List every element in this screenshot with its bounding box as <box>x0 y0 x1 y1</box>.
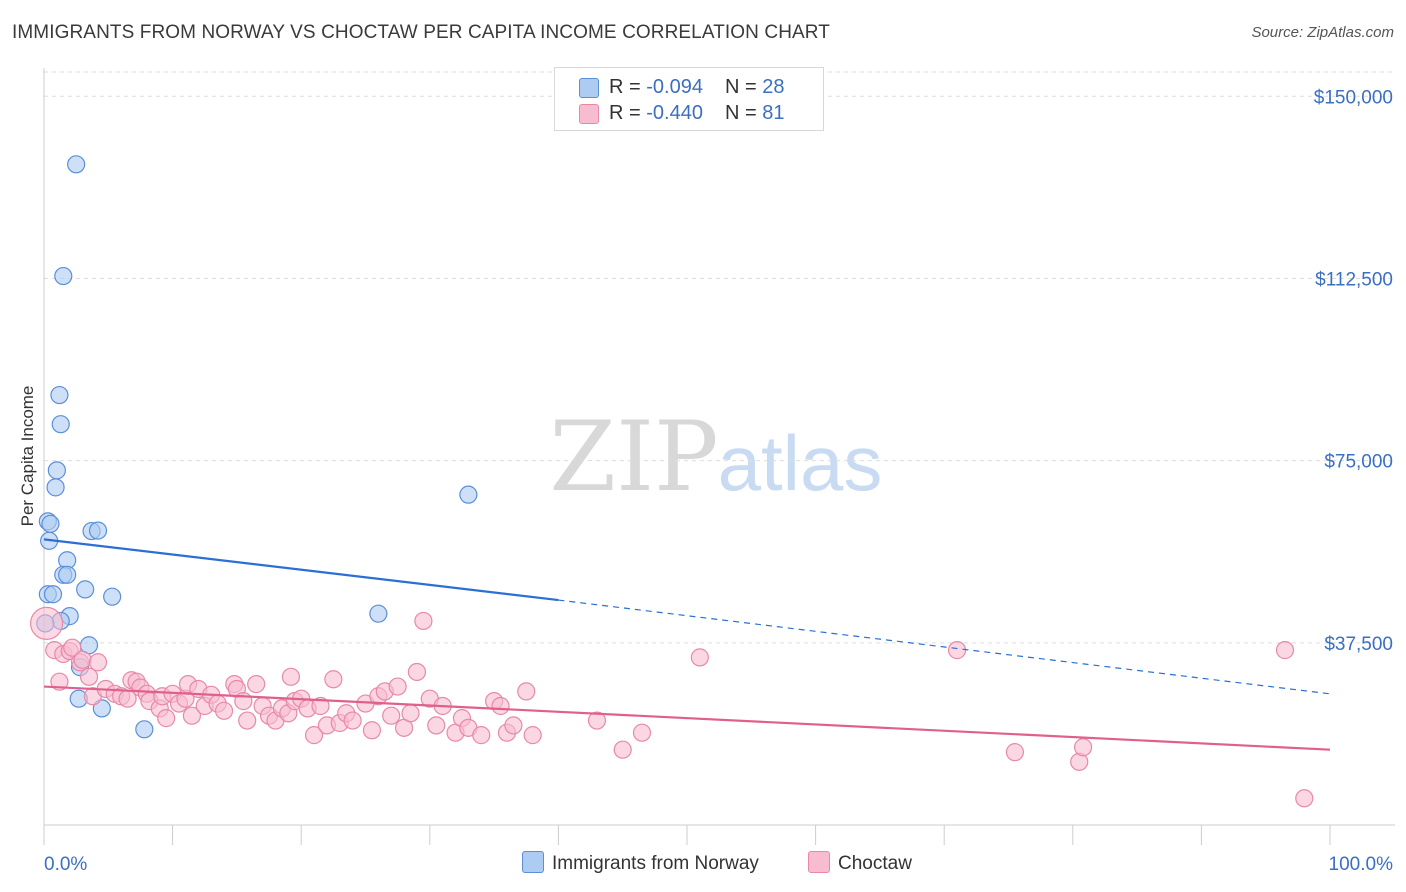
choctaw-point-86 <box>1295 789 1314 808</box>
watermark: ZIP atlas <box>549 401 882 513</box>
norway-point-7 <box>41 514 60 533</box>
bottom-legend-swatch-norway <box>522 851 544 873</box>
choctaw-point-82 <box>1005 743 1025 762</box>
choctaw-point-62 <box>407 662 427 682</box>
watermark-atlas: atlas <box>718 419 883 507</box>
trend-lines <box>43 538 1331 751</box>
norway-point-15 <box>43 585 63 604</box>
correlation-legend: R = -0.094 N = 28 R = -0.440 N = 81 <box>554 67 824 131</box>
norway-trend-extension <box>558 599 1331 695</box>
legend-n-value-choctaw: 81 <box>762 102 785 124</box>
norway-point-16 <box>76 580 95 599</box>
choctaw-point-61 <box>401 704 420 723</box>
choctaw-point-85 <box>1275 641 1295 660</box>
x-tick-label-0: 0.0% <box>44 854 87 875</box>
bottom-legend-label-choctaw: Choctaw <box>838 853 912 874</box>
norway-point-0 <box>67 155 86 174</box>
tick-labels: $37,500 $75,000 $112,500 $150,000 0.0% 100.0% <box>44 87 1393 875</box>
legend-n-label-norway: N = <box>724 76 763 98</box>
choctaw-point-71 <box>491 696 510 716</box>
norway-point-5 <box>46 478 65 497</box>
axes <box>43 68 1395 845</box>
legend-n-value-norway: 28 <box>762 76 785 98</box>
choctaw-point-32 <box>214 701 234 720</box>
choctaw-point-81 <box>947 641 967 660</box>
norway-point-25 <box>459 485 478 504</box>
choctaw-point-84 <box>1073 738 1093 757</box>
choctaw-point-45 <box>281 667 301 686</box>
choctaw-point-77 <box>587 711 607 730</box>
choctaw-point-6 <box>73 650 92 669</box>
legend-swatch-choctaw <box>579 104 599 124</box>
choctaw-point-76 <box>414 611 433 631</box>
choctaw-point-53 <box>343 711 362 730</box>
y-tick-label-0: $37,500 <box>1324 634 1393 655</box>
legend-text-choctaw: R = -0.440 N = 81 <box>609 102 784 125</box>
choctaw-point-36 <box>238 711 257 730</box>
source-label: Source: ZipAtlas.com <box>1251 24 1394 41</box>
norway-trend-line <box>43 538 559 602</box>
norway-point-1 <box>54 266 73 286</box>
norway-point-3 <box>51 415 70 434</box>
choctaw-point-37 <box>247 675 266 694</box>
choctaw-point-21 <box>157 709 176 728</box>
x-tick-label-1: 100.0% <box>1329 854 1394 875</box>
choctaw-trend-line <box>43 685 1331 751</box>
norway-point-24 <box>135 720 154 739</box>
bottom-legend-swatch-choctaw <box>808 851 830 873</box>
choctaw-point-80 <box>690 648 709 667</box>
norway-point-10 <box>88 521 108 540</box>
bottom-legend-choctaw: Choctaw <box>808 851 912 875</box>
choctaw-point-47 <box>304 726 324 745</box>
choctaw-point-8 <box>88 653 108 672</box>
choctaw-point-75 <box>523 726 542 745</box>
choctaw-point-50 <box>324 670 343 689</box>
norway-point-13 <box>58 565 77 584</box>
norway-point-2 <box>50 385 69 405</box>
chart-title: IMMIGRANTS FROM NORWAY VS CHOCTAW PER CA… <box>12 22 830 43</box>
legend-r-label-norway: R = <box>609 76 647 98</box>
norway-series <box>36 155 478 739</box>
legend-text-norway: R = -0.094 N = 28 <box>609 76 784 99</box>
choctaw-point-7 <box>79 667 99 686</box>
choctaw-point-79 <box>632 723 652 742</box>
choctaw-point-58 <box>382 706 401 725</box>
choctaw-point-64 <box>427 716 446 735</box>
choctaw-point-0 <box>29 606 64 640</box>
choctaw-point-59 <box>388 677 407 696</box>
legend-r-value-norway: -0.094 <box>646 76 703 98</box>
choctaw-point-9 <box>50 672 69 691</box>
choctaw-point-78 <box>613 740 632 759</box>
norway-point-17 <box>103 587 122 606</box>
choctaw-point-55 <box>362 721 382 740</box>
bottom-legend-norway: Immigrants from Norway <box>522 851 759 875</box>
choctaw-point-27 <box>182 706 201 725</box>
y-tick-label-3: $150,000 <box>1314 87 1393 108</box>
legend-r-label-choctaw: R = <box>609 102 647 124</box>
y-tick-label-2: $112,500 <box>1315 269 1393 290</box>
legend-n-label-choctaw: N = <box>724 102 763 124</box>
y-tick-label-1: $75,000 <box>1324 452 1393 473</box>
choctaw-point-74 <box>517 682 536 701</box>
norway-point-26 <box>369 604 388 623</box>
choctaw-series <box>29 606 1314 808</box>
choctaw-point-4 <box>63 638 82 657</box>
norway-point-23 <box>92 699 111 718</box>
norway-point-4 <box>47 461 66 480</box>
legend-r-value-choctaw: -0.440 <box>646 102 703 124</box>
choctaw-point-69 <box>472 726 491 745</box>
watermark-zip: ZIP <box>549 401 718 513</box>
grid <box>44 71 1395 644</box>
choctaw-point-48 <box>311 696 330 716</box>
choctaw-point-73 <box>504 716 523 735</box>
bottom-legend-label-norway: Immigrants from Norway <box>552 853 759 874</box>
legend-swatch-norway <box>579 78 599 98</box>
